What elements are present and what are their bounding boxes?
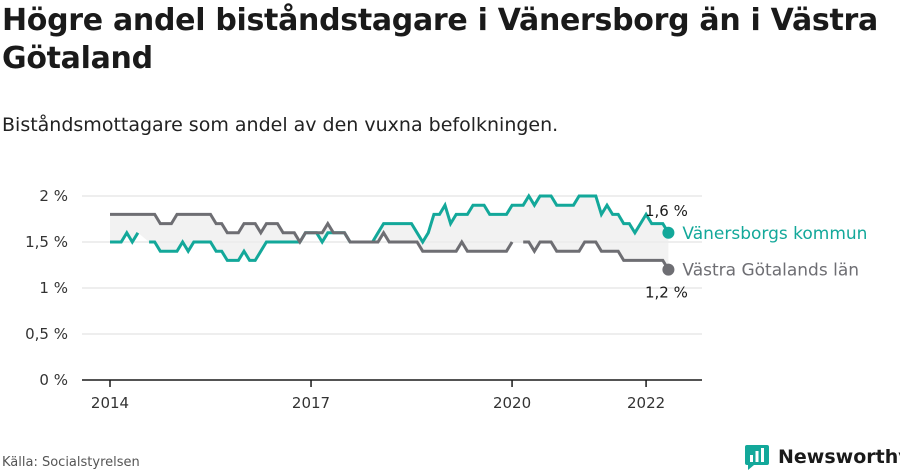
end-value-label: 1,6 % (645, 202, 688, 220)
x-tick-label: 2022 (627, 394, 665, 412)
end-value-label: 1,2 % (645, 284, 688, 302)
difference-band (110, 196, 669, 270)
y-tick-label: 0,5 % (25, 325, 68, 343)
source-note: Källa: Socialstyrelsen (2, 455, 140, 470)
series-line-vastra-gotaland (110, 212, 670, 271)
newsworthy-logo-text: Newsworthy (778, 446, 900, 468)
y-tick-label: 2 % (39, 187, 68, 205)
y-tick-label: 1,5 % (25, 233, 68, 251)
series-end-marker (662, 226, 675, 239)
series-line-vanersborg (110, 193, 670, 262)
x-tick-label: 2017 (292, 394, 330, 412)
newsworthy-logo: Newsworthy (744, 442, 900, 472)
chart-title: Högre andel biståndstagare i Vänersborg … (2, 3, 878, 76)
series-end-marker (662, 263, 675, 276)
series-name-label: Västra Götalands län (682, 261, 859, 281)
y-tick-label: 0 % (39, 371, 68, 389)
y-tick-label: 1 % (39, 279, 68, 297)
chart-subtitle: Biståndsmottagare som andel av den vuxna… (2, 114, 559, 136)
series-name-label: Vänersborgs kommun (682, 224, 867, 244)
x-tick-label: 2014 (91, 394, 129, 412)
newsworthy-logo-icon (745, 445, 769, 470)
x-tick-label: 2020 (493, 394, 531, 412)
